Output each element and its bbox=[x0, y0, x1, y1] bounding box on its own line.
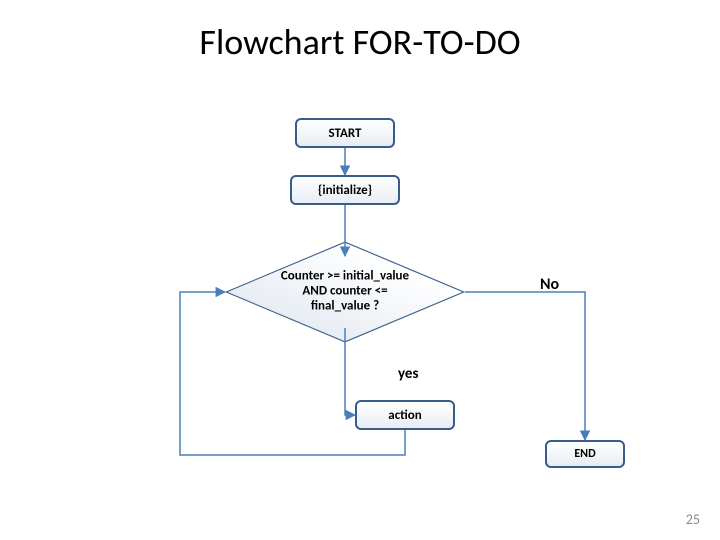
node-start: START bbox=[295, 118, 395, 148]
edge-label-no: No bbox=[540, 275, 559, 294]
node-action: action bbox=[355, 400, 455, 430]
node-end: END bbox=[545, 440, 625, 468]
page-number: 25 bbox=[686, 511, 700, 528]
node-initialize-label: {initialize} bbox=[318, 183, 372, 198]
page-title: Flowchart FOR-TO-DO bbox=[0, 20, 720, 64]
edge-label-yes: yes bbox=[398, 365, 418, 383]
node-decision-label: Counter >= initial_valueAND counter <=fi… bbox=[225, 270, 465, 315]
node-start-label: START bbox=[329, 126, 362, 141]
node-decision: Counter >= initial_valueAND counter <=fi… bbox=[225, 222, 465, 362]
node-initialize: {initialize} bbox=[290, 175, 400, 205]
node-end-label: END bbox=[574, 447, 595, 461]
node-action-label: action bbox=[388, 408, 421, 423]
